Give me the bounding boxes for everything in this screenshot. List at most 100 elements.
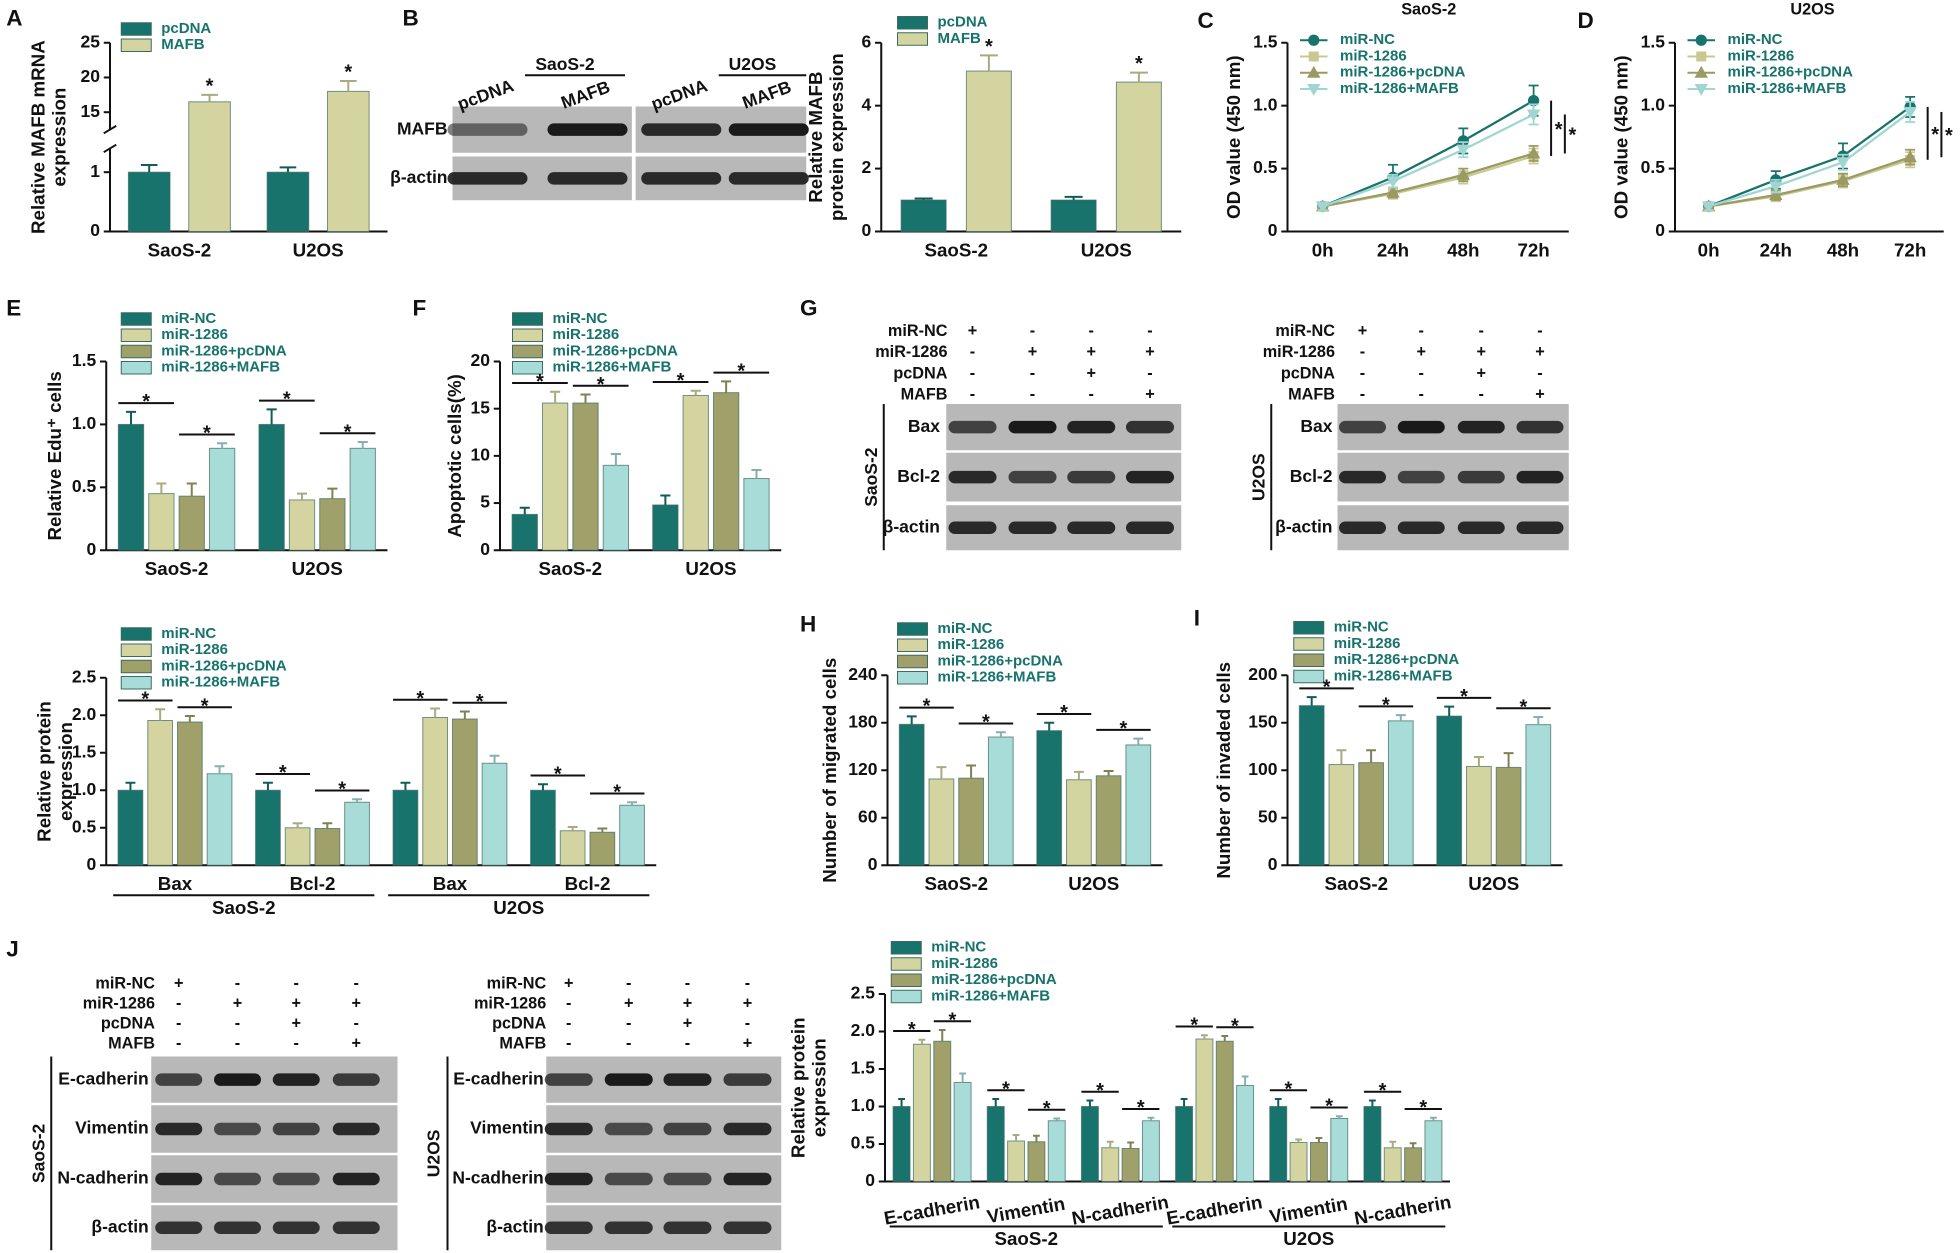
y-tick-label: 2.5 — [72, 666, 97, 686]
group-label: U2OS — [729, 54, 777, 74]
significance-label: * — [1043, 1098, 1051, 1120]
condition-sign: - — [1419, 322, 1424, 340]
bar — [1495, 766, 1522, 866]
line — [1708, 156, 1911, 208]
x-tick-label: Bcl-2 — [565, 873, 611, 894]
x-tick-label: Vimentin — [1268, 1193, 1349, 1227]
legend-label: miR-1286+MAFB — [553, 359, 672, 376]
blot-band — [544, 1221, 593, 1234]
x-tick-label: SaoS-2 — [539, 558, 603, 579]
condition-sign: - — [176, 1034, 181, 1052]
legend-marker — [1696, 51, 1707, 62]
error-bar — [125, 410, 137, 425]
bar — [912, 1043, 931, 1183]
bar — [1141, 1120, 1160, 1183]
bar — [1050, 199, 1097, 232]
blot-band — [155, 1172, 203, 1186]
error-bar — [125, 781, 136, 791]
legend-swatch — [120, 659, 152, 674]
condition-label: miR-1286 — [474, 994, 546, 1012]
line — [1322, 99, 1535, 208]
bar — [326, 90, 370, 232]
condition-sign: + — [292, 994, 302, 1012]
x-tick-label: U2OS — [293, 239, 344, 260]
legend-label: miR-1286+MAFB — [931, 987, 1050, 1004]
condition-label: MAFB — [1288, 386, 1335, 404]
line — [1322, 152, 1534, 208]
error-bar — [1064, 195, 1083, 201]
bar — [1383, 1147, 1402, 1182]
legend-swatch — [897, 671, 928, 685]
bar — [652, 504, 679, 551]
blot-row-label: β-actin — [486, 1216, 543, 1236]
x-tick-label: SaoS-2 — [924, 239, 988, 260]
blot-band — [723, 1122, 772, 1136]
condition-sign: - — [685, 1034, 690, 1052]
legend-label: miR-1286+pcDNA — [1728, 64, 1854, 81]
error-bar — [184, 715, 195, 722]
significance-label: * — [1555, 119, 1563, 141]
y-tick-label: 15 — [471, 397, 491, 417]
y-tick-label: 0.5 — [72, 476, 97, 496]
bar — [148, 493, 175, 551]
y-tick-label: 240 — [848, 664, 877, 684]
blot-band — [214, 1221, 261, 1234]
y-tick-label: 1.5 — [851, 1058, 876, 1078]
error-bar — [914, 197, 933, 201]
bar — [1115, 81, 1162, 232]
y-tick-label: 1.0 — [851, 1095, 876, 1115]
condition-sign: + — [1087, 343, 1097, 361]
blot-band — [332, 1073, 380, 1086]
blot-band — [214, 1172, 261, 1186]
error-bar — [751, 469, 762, 479]
legend-label: MAFB — [161, 36, 204, 53]
point — [1526, 146, 1541, 159]
condition-label: MAFB — [499, 1034, 546, 1052]
significance-label: * — [279, 762, 287, 784]
y-axis-label: Relative protein — [787, 1017, 808, 1158]
error-bar — [1241, 1075, 1249, 1086]
x-tick-label: U2OS — [685, 558, 736, 579]
significance-label: * — [1002, 1078, 1010, 1100]
error-bar — [217, 442, 228, 449]
bar — [481, 762, 508, 866]
blot-band — [1516, 420, 1564, 434]
legend-marker — [1694, 65, 1708, 78]
significance-label: * — [1382, 694, 1390, 716]
bar — [392, 789, 419, 866]
bar — [258, 423, 285, 551]
error-bar — [1306, 696, 1317, 706]
bar — [1424, 1120, 1443, 1183]
blot-band — [1067, 521, 1116, 534]
blot-band — [544, 1172, 593, 1186]
y-tick-label: 120 — [848, 759, 877, 779]
bar — [1027, 1141, 1046, 1183]
significance-label: * — [982, 712, 990, 734]
bar — [188, 101, 231, 232]
legend-swatch — [120, 627, 152, 641]
axis-break — [103, 143, 117, 154]
legend-swatch — [512, 344, 543, 359]
error-bar — [898, 1098, 905, 1107]
legend-marker — [1308, 34, 1320, 46]
legend-swatch — [897, 622, 928, 636]
condition-sign: - — [176, 1014, 181, 1032]
chart-title: U2OS — [1790, 1, 1834, 19]
condition-sign: - — [1360, 343, 1365, 361]
error-bar — [1044, 721, 1055, 731]
condition-sign: - — [970, 343, 975, 361]
error-bar — [1395, 714, 1406, 721]
bar — [208, 447, 236, 551]
error-bar — [156, 482, 167, 494]
y-tick-label: 0 — [865, 1170, 875, 1190]
legend-swatch — [890, 989, 922, 1004]
blot-band — [332, 1221, 380, 1234]
panel-label: C — [1198, 8, 1214, 33]
bar — [284, 827, 311, 866]
bar — [986, 1106, 1005, 1182]
y-axis-label: OD value (450 nm) — [1223, 55, 1244, 219]
error-bar — [959, 1072, 966, 1083]
significance-label: * — [1120, 718, 1128, 740]
condition-sign: - — [626, 1034, 631, 1052]
blot-band — [1339, 470, 1386, 484]
